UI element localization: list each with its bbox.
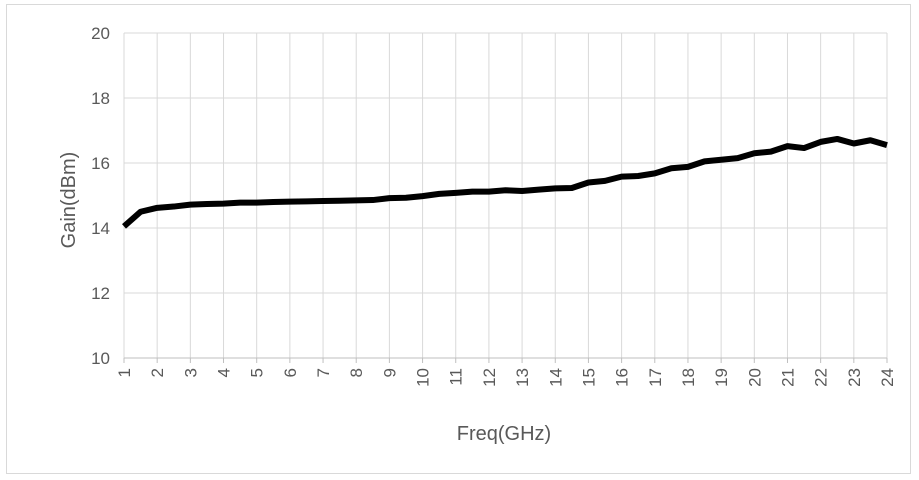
y-tick-label: 14 [91,219,110,238]
x-tick-label: 6 [281,368,300,377]
x-tick-label: 16 [613,368,632,387]
x-tick-label: 18 [679,368,698,387]
x-tick-label: 9 [380,368,399,377]
x-tick-label: 5 [248,368,267,377]
y-tick-label: 20 [91,24,110,43]
x-tick-label: 10 [414,368,433,387]
x-axis-label: Freq(GHz) [457,423,551,445]
x-tick-label: 22 [812,368,831,387]
x-tick-label: 13 [513,368,532,387]
series-line-0 [122,135,888,229]
x-tick-label: 14 [546,368,565,387]
y-axis-label: Gain(dBm) [58,152,80,249]
x-tick-label: 17 [646,368,665,387]
x-tick-label: 1 [115,368,134,377]
x-tick-label: 23 [845,368,864,387]
x-tick-label: 7 [314,368,333,377]
grid [123,32,888,359]
y-tick-label: 16 [91,154,110,173]
x-tick-label: 21 [778,368,797,387]
x-tick-label: 20 [745,368,764,387]
series-layer [122,135,888,229]
chart-frame: 10 12 14 16 18 20 1 2 3 4 5 6 7 8 9 10 11 12 13 14 15 16 17 18 1… [6,4,911,474]
x-tick-label: 11 [447,368,466,386]
y-tick-label: 18 [91,89,110,108]
y-tick-label: 10 [91,349,110,368]
x-tick-label: 19 [712,368,731,387]
x-tick-label: 3 [181,368,200,377]
x-tick-label: 12 [480,368,499,387]
x-tick-label: 24 [878,368,897,387]
x-tick-label: 2 [148,368,167,377]
x-tick-label: 8 [347,368,366,377]
x-tick-label: 15 [579,368,598,387]
axes [123,357,888,363]
y-tick-label: 12 [91,284,110,303]
x-tick-label: 4 [215,368,234,377]
